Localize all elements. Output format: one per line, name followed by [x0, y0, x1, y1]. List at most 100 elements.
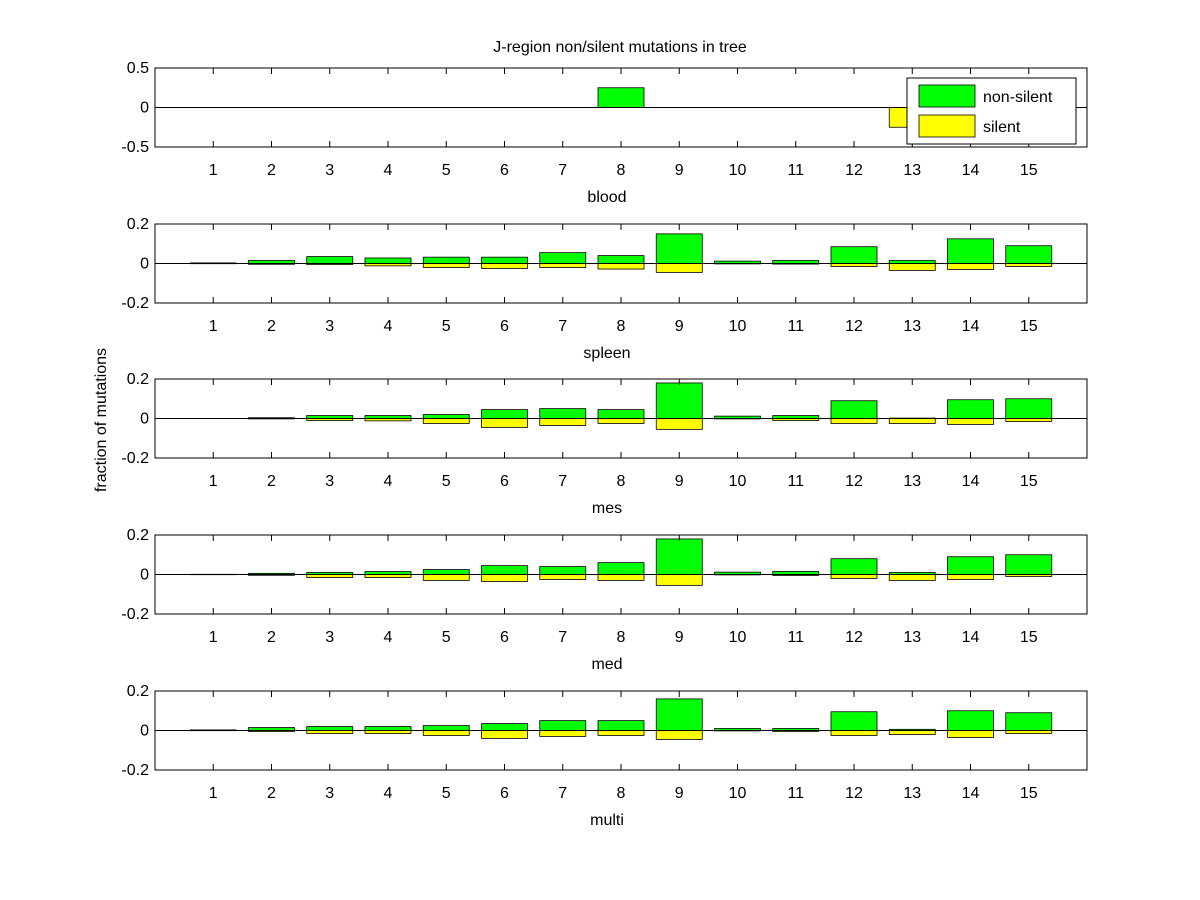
bar-silent [481, 730, 528, 739]
x-tick-label: 7 [558, 473, 567, 490]
bar-non-silent [364, 726, 412, 731]
bar-silent [830, 574, 878, 579]
bar-non-silent [655, 698, 703, 731]
x-tick-label: 1 [209, 162, 218, 179]
bar-non-silent [481, 565, 528, 575]
x-tick-label: 2 [267, 162, 276, 179]
bar-silent [481, 263, 528, 269]
bar-non-silent [597, 720, 645, 731]
x-tick-label: 15 [1020, 785, 1038, 802]
x-tick-label: 14 [962, 162, 980, 179]
y-tick-label: 0.2 [127, 683, 149, 700]
bar-non-silent [597, 409, 645, 419]
bar-non-silent [422, 569, 470, 575]
x-axis-label: multi [590, 812, 624, 829]
x-tick-label: 9 [675, 162, 684, 179]
y-tick-label: -0.5 [121, 139, 149, 156]
x-tick-label: 11 [787, 629, 804, 646]
y-tick-label: 0 [140, 411, 149, 428]
x-tick-label: 13 [903, 162, 921, 179]
x-tick-label: 12 [845, 162, 863, 179]
bar-non-silent [1005, 712, 1053, 731]
bar-silent [539, 730, 587, 737]
x-tick-label: 14 [962, 473, 980, 490]
x-tick-label: 10 [729, 473, 747, 490]
bar-silent [888, 263, 936, 271]
x-tick-label: 11 [787, 473, 804, 490]
x-axis-label: med [591, 656, 622, 673]
x-axis-label: mes [592, 500, 622, 517]
x-tick-label: 4 [384, 785, 393, 802]
bar-silent [888, 730, 936, 735]
x-tick-label: 1 [209, 629, 218, 646]
x-tick-label: 9 [675, 629, 684, 646]
x-tick-label: 2 [267, 785, 276, 802]
legend: non-silent silent [906, 77, 1077, 145]
x-tick-label: 3 [325, 629, 334, 646]
y-tick-label: 0.2 [127, 527, 149, 544]
bar-non-silent [830, 711, 878, 731]
x-tick-label: 5 [442, 473, 451, 490]
bar-non-silent [597, 255, 645, 264]
y-tick-label: -0.2 [121, 450, 149, 467]
bar-non-silent [481, 723, 528, 731]
legend-label: non-silent [983, 89, 1053, 106]
x-axis-label: blood [587, 189, 626, 206]
bar-silent [597, 574, 645, 581]
bar-silent [947, 730, 994, 738]
bar-non-silent [830, 400, 878, 419]
x-tick-label: 14 [962, 629, 980, 646]
x-tick-label: 6 [500, 162, 509, 179]
bar-non-silent [830, 558, 878, 575]
x-tick-label: 8 [617, 473, 626, 490]
bar-silent [422, 574, 470, 581]
bar-silent [830, 418, 878, 424]
x-tick-label: 6 [500, 473, 509, 490]
x-tick-label: 12 [845, 318, 863, 335]
bar-non-silent [1005, 245, 1053, 264]
bar-non-silent [481, 256, 528, 264]
x-tick-label: 9 [675, 785, 684, 802]
bar-non-silent [422, 256, 470, 264]
bar-silent [539, 263, 587, 268]
x-tick-label: 4 [384, 629, 393, 646]
bar-silent [481, 418, 528, 428]
x-tick-label: 13 [903, 318, 921, 335]
x-tick-label: 4 [384, 473, 393, 490]
bar-silent [947, 418, 994, 425]
x-tick-label: 10 [729, 785, 747, 802]
bar-non-silent [655, 382, 703, 419]
x-tick-label: 13 [903, 785, 921, 802]
x-tick-label: 4 [384, 318, 393, 335]
bar-silent [655, 263, 703, 273]
y-tick-label: 0 [140, 567, 149, 584]
bar-non-silent [422, 725, 470, 731]
bar-silent [830, 730, 878, 736]
y-axis-label: fraction of mutations [93, 348, 110, 492]
x-tick-label: 15 [1020, 629, 1038, 646]
x-tick-label: 10 [729, 629, 747, 646]
x-tick-label: 9 [675, 473, 684, 490]
x-tick-label: 10 [729, 318, 747, 335]
x-tick-label: 15 [1020, 473, 1038, 490]
x-tick-label: 4 [384, 162, 393, 179]
x-tick-label: 13 [903, 629, 921, 646]
bar-non-silent [947, 238, 994, 264]
legend-swatch [918, 84, 976, 108]
bar-silent [655, 730, 703, 740]
bar-silent [947, 574, 994, 580]
y-tick-label: 0 [140, 723, 149, 740]
bar-silent [947, 263, 994, 270]
x-tick-label: 12 [845, 473, 863, 490]
x-tick-label: 6 [500, 318, 509, 335]
bar-silent [655, 418, 703, 430]
x-tick-label: 3 [325, 473, 334, 490]
bar-silent [422, 730, 470, 736]
x-tick-label: 15 [1020, 162, 1038, 179]
bar-non-silent [539, 408, 587, 419]
x-tick-label: 1 [209, 318, 218, 335]
